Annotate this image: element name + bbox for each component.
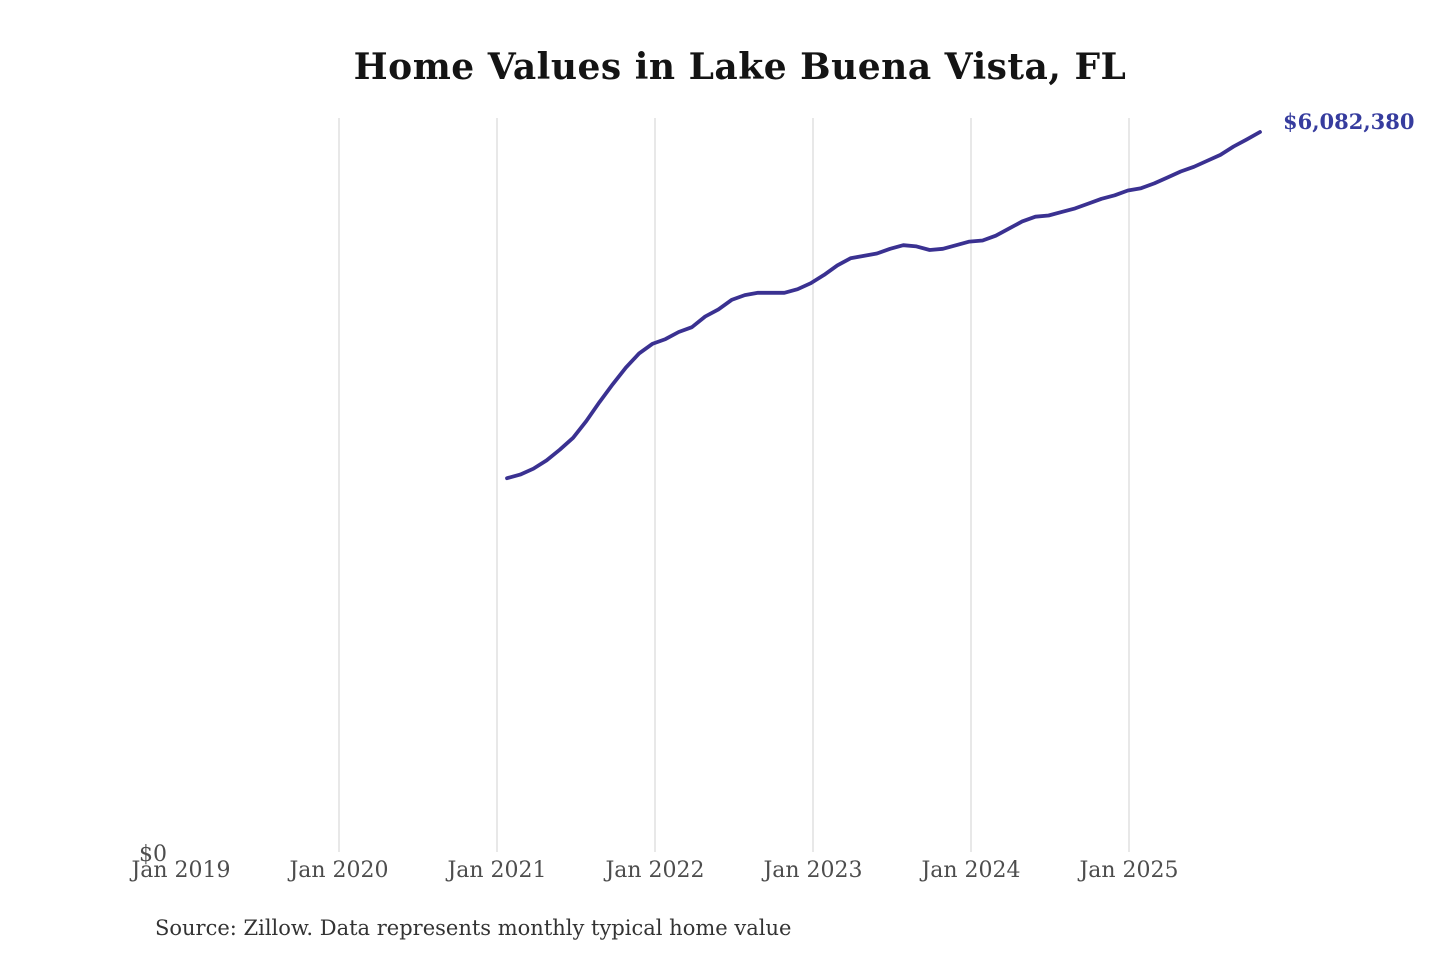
- x-tick-label: Jan 2021: [447, 858, 547, 883]
- x-tick-label: Jan 2019: [131, 858, 231, 883]
- source-note: Source: Zillow. Data represents monthly …: [155, 916, 792, 940]
- x-tick-label: Jan 2025: [1079, 858, 1179, 883]
- latest-value-label: $6,082,380: [1283, 109, 1415, 134]
- y-axis-zero-label: $0: [139, 842, 167, 867]
- gridlines-group: [338, 118, 1130, 852]
- x-tick-label: Jan 2023: [763, 858, 863, 883]
- chart-title: Home Values in Lake Buena Vista, FL: [353, 46, 1127, 88]
- x-tick-label: Jan 2024: [921, 858, 1021, 883]
- home-value-line-series: [505, 130, 1262, 481]
- x-tick-label: Jan 2020: [289, 858, 389, 883]
- x-tick-label: Jan 2022: [605, 858, 705, 883]
